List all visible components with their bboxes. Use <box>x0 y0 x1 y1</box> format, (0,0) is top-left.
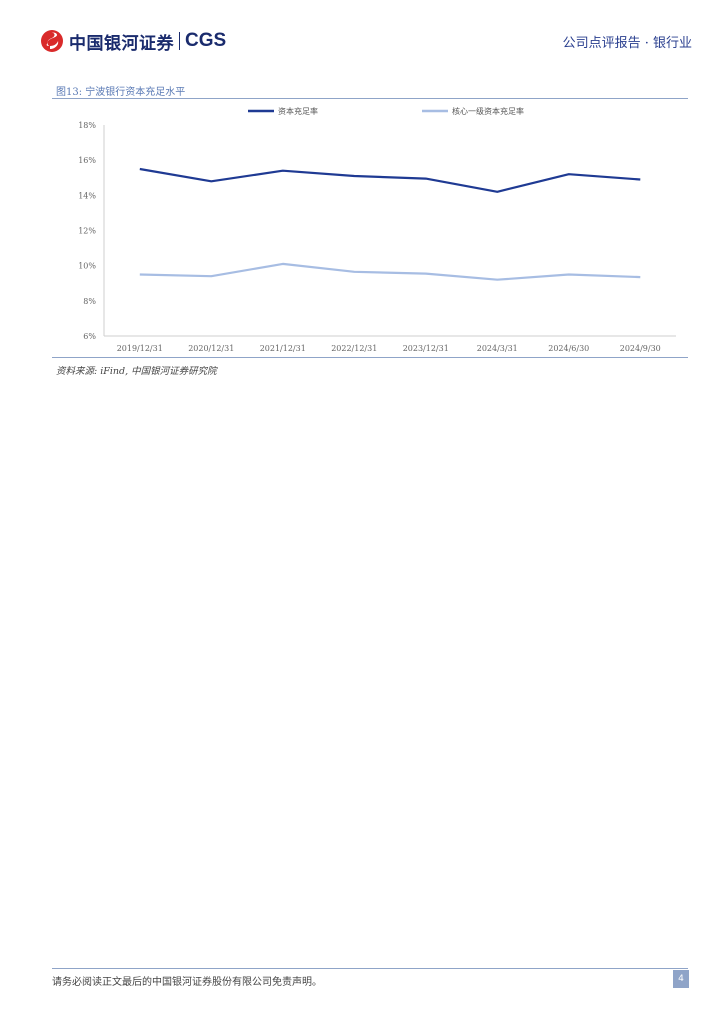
report-type-label: 公司点评报告 · 银行业 <box>562 36 692 51</box>
y-tick-label: 8% <box>83 297 96 306</box>
figure-top-rule <box>52 98 688 99</box>
logo-divider <box>179 32 180 50</box>
logo-chinese-name: 中国银河证券 <box>69 33 174 54</box>
page-header: 中国银河证券 CGS 公司点评报告 · 银行业 <box>40 28 692 54</box>
footer-rule <box>52 968 688 969</box>
figure-title: 图13: 宁波银行资本充足水平 <box>56 87 186 98</box>
legend-label: 核心一级资本充足率 <box>452 106 524 116</box>
series-line-2 <box>139 262 641 281</box>
figure-bottom-rule <box>52 357 688 358</box>
legend-label: 资本充足率 <box>278 106 318 116</box>
x-tick-label: 2024/3/31 <box>477 344 518 353</box>
y-tick-label: 16% <box>78 156 96 165</box>
x-tick-label: 2021/12/31 <box>260 344 306 353</box>
page-number: 4 <box>673 970 689 988</box>
y-tick-label: 6% <box>83 332 96 341</box>
y-tick-label: 14% <box>78 191 96 200</box>
capital-adequacy-line-chart: 6% 8% 10% 12% 14% 16% 18% 2019/12/31 2020/12/31 2… <box>78 106 676 353</box>
cgs-logo-icon <box>41 30 63 52</box>
logo-english-name: CGS <box>185 30 227 51</box>
x-tick-label: 2020/12/31 <box>188 344 234 353</box>
company-logo: 中国银河证券 CGS <box>40 28 226 54</box>
figure-source-note: 资料来源: iFind, 中国银河证券研究院 <box>56 366 217 377</box>
x-tick-label: 2024/6/30 <box>548 344 589 353</box>
series-line-1 <box>139 167 641 193</box>
x-tick-label: 2019/12/31 <box>117 344 163 353</box>
y-tick-label: 10% <box>78 262 96 271</box>
x-tick-label: 2023/12/31 <box>403 344 449 353</box>
x-tick-label: 2022/12/31 <box>331 344 377 353</box>
y-tick-label: 18% <box>78 121 96 130</box>
y-tick-label: 12% <box>78 227 96 236</box>
footer-disclaimer: 请务必阅读正文最后的中国银河证券股份有限公司免责声明。 <box>52 977 322 988</box>
x-tick-label: 2024/9/30 <box>620 344 661 353</box>
